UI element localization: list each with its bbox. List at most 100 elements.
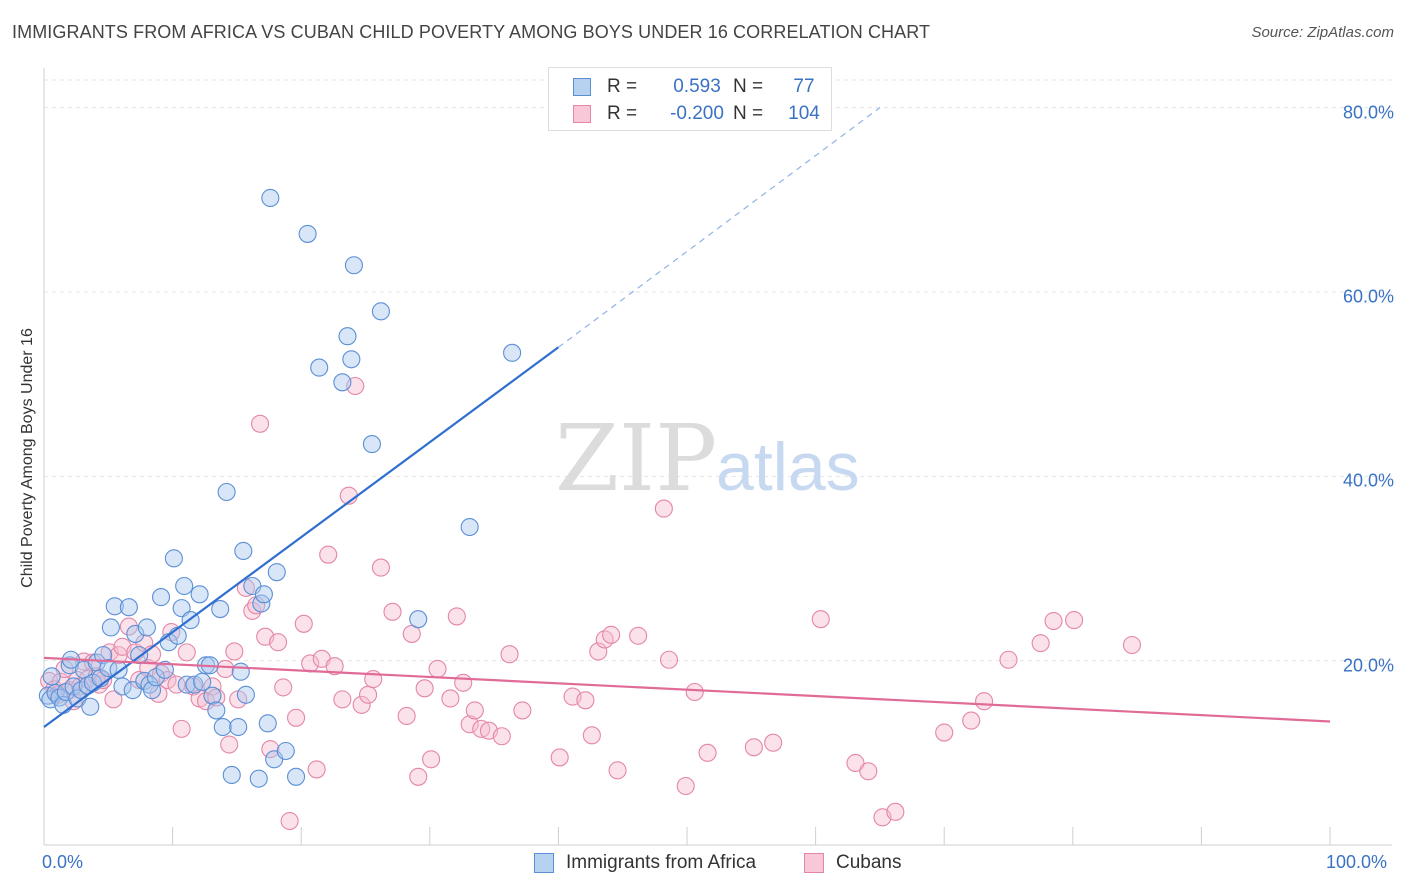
data-point-cubans: [500, 645, 519, 664]
data-point-africa: [217, 482, 236, 502]
data-point-cubans: [319, 545, 338, 564]
data-point-africa: [258, 714, 277, 733]
data-point-africa: [267, 563, 286, 582]
data-point-africa: [234, 541, 253, 561]
data-point-africa: [42, 667, 61, 686]
data-point-cubans: [287, 708, 306, 727]
trend-line-cubans: [43, 656, 1331, 723]
source-credit: Source: ZipAtlas.com: [1251, 24, 1394, 41]
data-point-cubans: [422, 750, 441, 769]
legend-label-cubans: Cubans: [836, 852, 902, 873]
legend-r-label: R =: [607, 76, 638, 97]
y-tick-label: 20.0%: [1342, 655, 1394, 676]
data-point-africa: [338, 327, 357, 346]
data-point-africa: [229, 717, 248, 737]
data-point-cubans: [415, 679, 434, 698]
axes: [43, 68, 1392, 846]
x-tick-label-max: 100.0%: [1326, 852, 1388, 872]
data-point-africa: [211, 599, 230, 619]
legend-n-label: N =: [733, 76, 764, 97]
data-point-africa: [155, 660, 174, 679]
data-point-cubans: [269, 633, 288, 652]
data-point-cubans: [685, 682, 704, 702]
data-point-africa: [261, 188, 280, 208]
y-tick-label: 80.0%: [1342, 102, 1394, 123]
data-point-cubans: [441, 689, 460, 708]
data-point-cubans: [859, 762, 878, 781]
data-point-africa: [409, 610, 428, 629]
data-point-africa: [310, 358, 329, 377]
data-point-africa: [68, 689, 87, 708]
data-point-cubans: [352, 695, 371, 714]
data-point-cubans: [454, 673, 473, 692]
data-point-cubans: [216, 659, 235, 679]
data-point-africa: [231, 662, 250, 681]
data-point-cubans: [220, 735, 239, 754]
data-point-africa: [287, 767, 306, 786]
data-point-africa: [362, 435, 381, 454]
data-point-cubans: [225, 642, 244, 661]
series-africa-points: [38, 188, 522, 788]
data-point-cubans: [177, 643, 196, 662]
data-point-cubans: [886, 802, 905, 821]
data-point-africa: [503, 343, 522, 362]
legend-label-africa: Immigrants from Africa: [566, 852, 757, 873]
data-point-cubans: [250, 414, 270, 433]
data-point-cubans: [846, 753, 865, 773]
data-point-cubans: [371, 558, 390, 577]
trend-line-africa-extension: [558, 107, 881, 348]
data-point-africa: [151, 588, 171, 607]
chart-title: IMMIGRANTS FROM AFRICA VS CUBAN CHILD PO…: [12, 22, 931, 42]
data-point-cubans: [325, 657, 344, 676]
x-tick-label-min: 0.0%: [42, 852, 84, 872]
data-point-cubans: [1031, 634, 1050, 653]
legend-r-label: R =: [607, 103, 638, 124]
data-point-cubans: [261, 740, 280, 759]
data-point-cubans: [409, 767, 428, 786]
data-point-cubans: [294, 614, 313, 633]
data-point-cubans: [465, 701, 484, 720]
data-point-cubans: [595, 630, 614, 649]
data-point-africa: [460, 517, 479, 537]
data-point-africa: [119, 598, 138, 617]
data-point-cubans: [576, 691, 595, 710]
data-point-africa: [113, 677, 132, 696]
data-point-africa: [137, 618, 156, 637]
data-point-cubans: [698, 743, 717, 762]
data-point-africa: [298, 224, 317, 243]
data-point-cubans: [172, 719, 191, 738]
data-point-cubans: [629, 626, 648, 645]
data-point-cubans: [428, 659, 447, 679]
legend-r-value-cubans: -0.200: [670, 103, 724, 124]
data-point-cubans: [659, 650, 679, 669]
data-point-africa: [236, 685, 255, 704]
data-point-cubans: [460, 715, 479, 734]
data-point-africa: [371, 302, 390, 321]
data-point-cubans: [550, 748, 569, 767]
data-point-cubans: [280, 811, 299, 831]
data-point-cubans: [397, 706, 416, 726]
data-point-cubans: [975, 692, 994, 711]
data-point-africa: [146, 668, 165, 687]
legend-swatch-africa: [534, 853, 554, 873]
data-point-africa: [342, 350, 361, 369]
data-point-africa: [172, 599, 191, 618]
data-point-cubans: [513, 701, 532, 720]
trend-lines: [43, 107, 1331, 728]
data-point-africa: [126, 624, 145, 643]
data-point-africa: [81, 697, 100, 716]
data-point-africa: [344, 256, 363, 275]
legend-swatch-cubans: [804, 853, 824, 873]
data-point-cubans: [383, 602, 402, 621]
data-point-cubans: [608, 761, 627, 780]
data-point-cubans: [1122, 635, 1142, 655]
data-point-africa: [101, 618, 120, 637]
data-point-africa: [254, 585, 273, 604]
data-point-cubans: [307, 760, 326, 779]
data-point-cubans: [203, 677, 222, 696]
y-tick-label: 40.0%: [1342, 470, 1394, 491]
series-cubans-points: [40, 376, 1142, 831]
data-point-cubans: [764, 733, 783, 752]
stats-legend: R = 0.593 N = 77 R = -0.200 N = 104: [548, 67, 832, 131]
